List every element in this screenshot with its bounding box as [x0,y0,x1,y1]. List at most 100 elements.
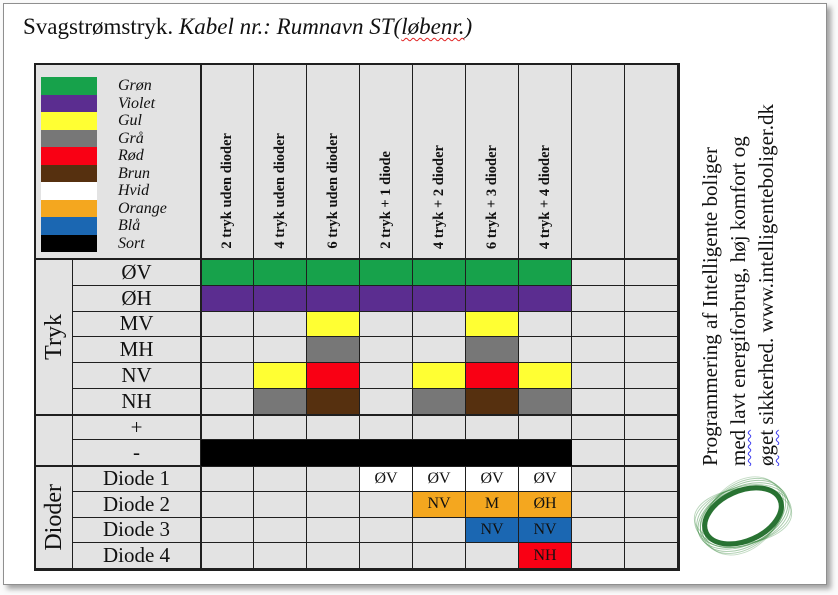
group-label: Dioder [36,466,73,569]
row-label: MV [73,311,201,338]
column-header-label: 6 tryk + 3 dioder [483,144,500,249]
group-label: Tryk [36,260,73,415]
matrix-cell [254,337,307,363]
matrix-cell [254,543,307,569]
legend-color-swatch [41,112,97,130]
legend-label: Violet [118,94,156,112]
matrix-cell [466,388,519,415]
matrix-cell [307,388,360,415]
matrix-cell [307,440,360,466]
matrix-cell [466,337,519,363]
matrix-cell [360,414,413,441]
matrix-cell [201,543,254,569]
matrix-cell [572,260,625,286]
group-label [36,414,73,466]
matrix-cell [413,517,466,544]
row-label: Diode 4 [73,543,201,569]
matrix-cell: ØV [413,466,466,492]
matrix-cell [201,260,254,286]
legend-label: Blå [118,217,141,234]
legend-color-swatch [41,129,97,147]
legend-item: Grå [41,129,200,147]
matrix-cell [307,311,360,338]
row-label: ØH [73,285,201,312]
row-label: ØV [73,260,201,286]
matrix-cell [307,337,360,363]
matrix-cell [466,414,519,441]
matrix-cell [307,543,360,569]
matrix-cell [413,414,466,441]
legend-color-swatch [41,147,97,165]
matrix-cell [254,491,307,518]
legend-label: Brun [118,164,150,182]
row-label: Diode 2 [73,491,201,518]
matrix-cell [466,285,519,312]
legend-color-swatch [41,164,97,182]
matrix-cell [625,337,678,363]
row-label: NV [73,363,201,389]
legend-color-swatch [41,94,97,112]
legend-label: Grøn [118,77,152,94]
document-page: Svagstrømstryk. Kabel nr.: Rumnavn ST(lø… [3,3,827,585]
title-flagged-word: løbenr. [401,14,465,39]
matrix-cell [519,414,572,441]
sidebar-text: Programmering af Intelligente boliger [698,147,722,466]
matrix-cell [360,543,413,569]
legend-label: Grå [118,129,144,147]
matrix-cell [572,414,625,441]
green-ellipse-swirl-logo [693,476,793,556]
matrix-cell [254,285,307,312]
matrix-cell [625,388,678,415]
matrix-cell [413,260,466,286]
matrix-cell [625,491,678,518]
flagged-word: med [726,429,750,466]
group-label-text: Tryk [40,313,67,360]
matrix-cell [360,260,413,286]
legend-color-swatch [41,234,97,252]
matrix-cell [519,337,572,363]
matrix-cell: NV [519,517,572,544]
matrix-cell [572,543,625,569]
column-header-label: 6 tryk uden dioder [324,133,341,249]
sidebar-text-line: øget sikkerhed. www.intelligenteboliger.… [752,64,780,466]
matrix-cell [201,440,254,466]
matrix-cell [572,466,625,492]
matrix-cell [307,363,360,389]
matrix-cell [307,285,360,312]
matrix-cell [413,543,466,569]
matrix-cell: M [466,491,519,518]
legend-label: Gul [118,112,142,129]
matrix-cell [254,388,307,415]
matrix-cell [254,363,307,389]
legend-color-swatch [41,182,97,200]
matrix-cell [519,363,572,389]
matrix-cell [625,543,678,569]
matrix-cell [572,440,625,466]
legend-item: Gul [41,112,200,130]
matrix-cell [572,363,625,389]
group-label-text: Dioder [40,484,67,551]
matrix-cell [519,311,572,338]
matrix-cell [254,311,307,338]
sidebar-rotated-text: Programmering af Intelligente boliger med… [696,64,784,466]
title-suffix: ) [464,14,473,39]
column-header: 6 tryk + 3 dioder [466,65,519,260]
matrix-cell [572,491,625,518]
matrix-cell [466,363,519,389]
matrix-cell [572,337,625,363]
matrix-cell [360,491,413,518]
column-header [572,65,625,260]
legend-item: Orange [41,199,200,217]
matrix-cell [201,388,254,415]
matrix-cell [466,311,519,338]
matrix-cell [572,388,625,415]
legend-item: Brun [41,164,200,182]
color-legend: Grøn Violet Gul Grå Rød Brun Hvid Orange Blå Sort [36,65,201,260]
matrix-cell [413,388,466,415]
matrix-cell [201,414,254,441]
legend-item: Violet [41,94,200,112]
matrix-cell [413,285,466,312]
matrix-cell: ØH [519,491,572,518]
column-header-label: 2 tryk uden dioder [219,133,235,249]
legend-label: Sort [118,234,145,252]
